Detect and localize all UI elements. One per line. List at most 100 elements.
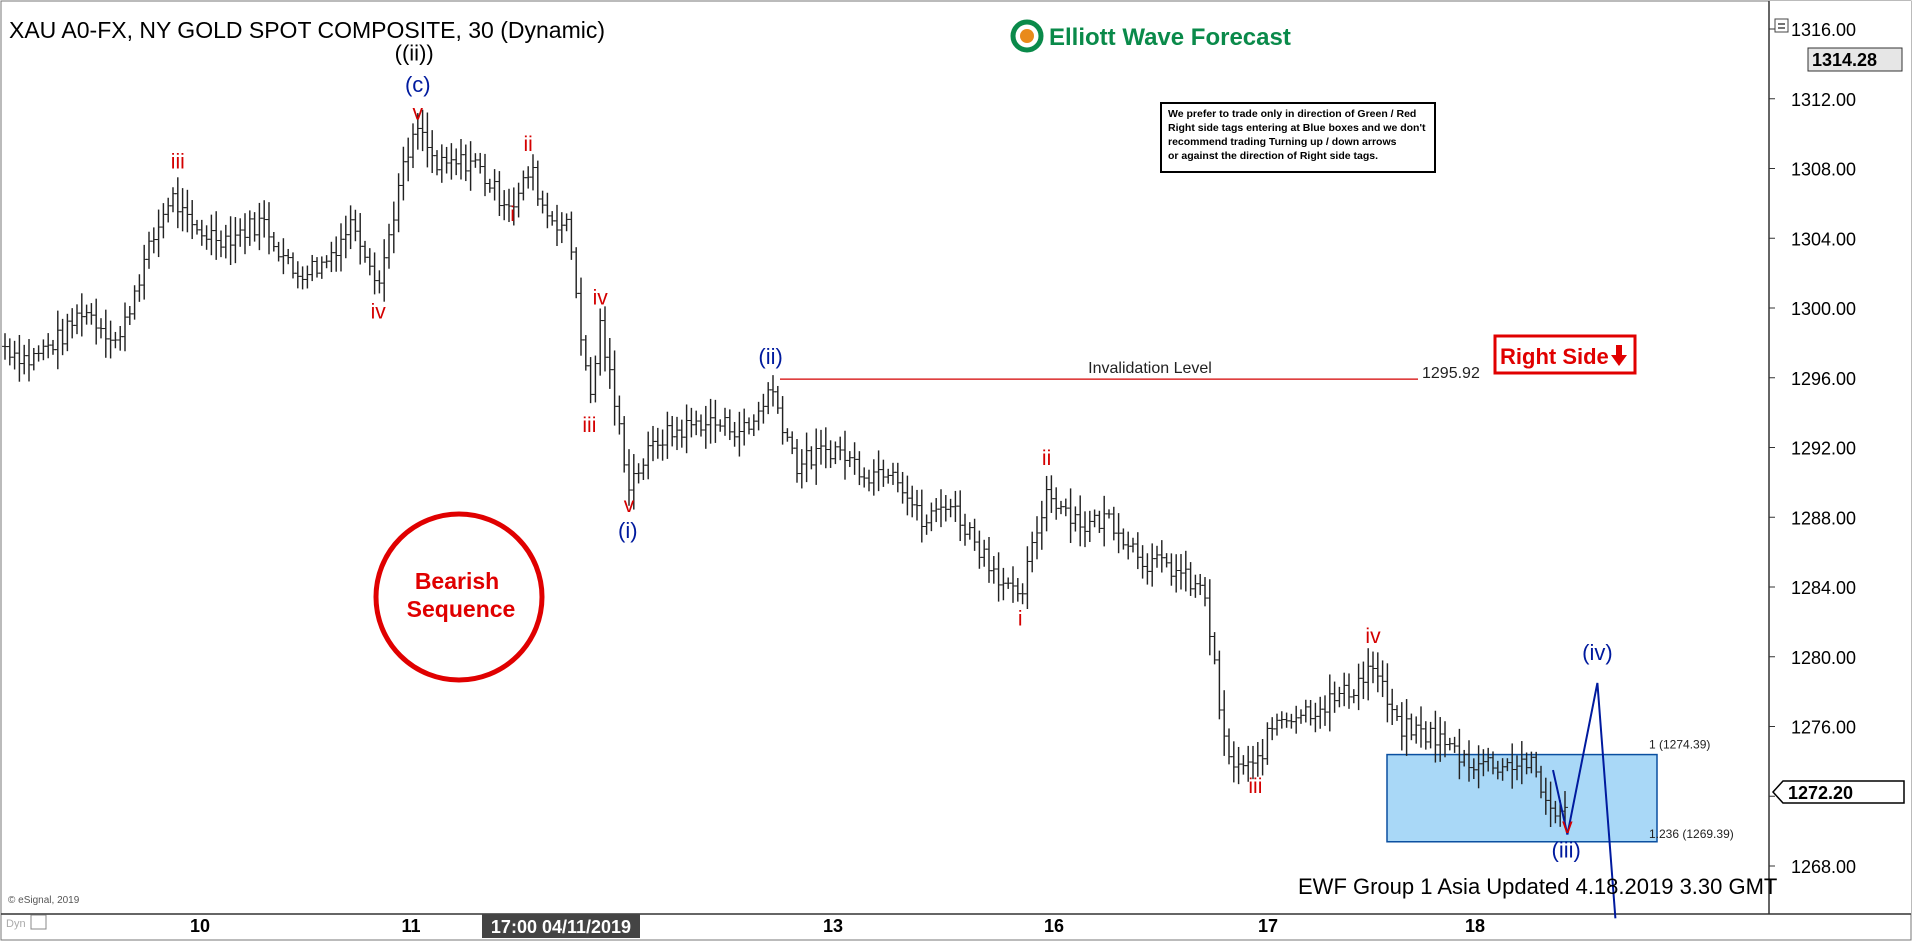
ohlc-bar	[1274, 713, 1281, 736]
price-bars	[2, 109, 1569, 828]
wave-label: (ii)	[758, 344, 782, 369]
ohlc-bar	[1427, 721, 1434, 749]
ohlc-bar	[1422, 721, 1429, 750]
ohlc-bar	[1197, 573, 1204, 596]
ohlc-bar	[342, 215, 349, 259]
wave-label: iii	[171, 151, 185, 174]
ohlc-bar	[597, 308, 604, 376]
ohlc-bar	[371, 252, 378, 295]
wave-label: ii	[524, 133, 533, 156]
price-tick-label: 1312.00	[1791, 90, 1856, 110]
price-tick-label: 1288.00	[1791, 508, 1856, 528]
ohlc-bar	[218, 230, 225, 258]
wave-labels: ((ii))(c)viiiiviiiiviiiv(i)(ii)iiiiiiivv…	[171, 40, 1613, 862]
ohlc-bar	[1048, 475, 1055, 513]
ohlc-bar	[496, 171, 503, 217]
ohlc-bar	[784, 428, 791, 442]
panel-menu-icon[interactable]	[1774, 18, 1789, 33]
ohlc-bar	[640, 458, 647, 480]
ohlc-bar	[712, 399, 719, 443]
ohlc-bar	[899, 471, 906, 504]
ohlc-bar	[765, 382, 772, 415]
ohlc-bar	[1394, 705, 1401, 721]
ohlc-bar	[232, 217, 239, 264]
ohlc-bar	[1077, 495, 1084, 547]
ohlc-bar	[467, 141, 474, 191]
ohlc-bar	[242, 213, 249, 255]
ohlc-bar	[122, 302, 129, 352]
ohlc-bar	[174, 177, 181, 229]
ohlc-bar	[213, 211, 220, 260]
ohlc-bar	[290, 252, 297, 279]
bearish-line-1: Bearish	[415, 568, 499, 594]
ohlc-bar	[285, 248, 292, 265]
ohlc-bar	[582, 335, 589, 371]
ohlc-bar	[314, 257, 321, 278]
ohlc-bar	[1192, 574, 1199, 598]
ohlc-bar	[486, 178, 493, 193]
brand-logo-icon	[1010, 19, 1044, 53]
ohlc-bar	[962, 513, 969, 546]
ohlc-bar	[54, 310, 61, 370]
ohlc-bar	[1120, 528, 1127, 550]
ohlc-bar	[1370, 651, 1377, 684]
ohlc-bar	[856, 451, 863, 486]
wave-label: (i)	[618, 518, 638, 543]
ohlc-bar	[1418, 706, 1425, 748]
wave-label: (iii)	[1552, 837, 1581, 862]
ohlc-bar	[1173, 554, 1180, 593]
wave-label: v	[1562, 815, 1573, 838]
date-label-18: 18	[1465, 916, 1485, 936]
ohlc-bar	[880, 459, 887, 487]
ohlc-bar	[722, 407, 729, 436]
ohlc-bar	[995, 552, 1002, 602]
ohlc-bar	[1442, 721, 1449, 758]
ohlc-bar	[957, 490, 964, 542]
ohlc-bar	[150, 227, 157, 254]
ohlc-bar	[558, 212, 565, 244]
ohlc-bar	[698, 414, 705, 437]
ohlc-bar	[458, 138, 465, 180]
ohlc-bar	[1082, 511, 1089, 548]
ohlc-bar	[26, 339, 33, 382]
current-price-box	[1771, 780, 1905, 804]
ohlc-bar	[621, 416, 628, 473]
ohlc-bar	[1302, 699, 1309, 723]
ohlc-bar	[645, 431, 652, 480]
ohlc-bar	[650, 425, 657, 462]
note-line-2: Right side tags entering at Blue boxes a…	[1168, 122, 1426, 134]
ohlc-bar	[424, 112, 431, 168]
wave-label: (iv)	[1582, 640, 1613, 665]
ohlc-bar	[1216, 650, 1223, 720]
ohlc-bar	[971, 518, 978, 551]
ohlc-bar	[453, 148, 460, 176]
ohlc-bar	[194, 219, 201, 235]
ohlc-bar	[1259, 739, 1266, 776]
ohlc-bar	[78, 293, 85, 337]
ohlc-bar	[203, 225, 210, 250]
ohlc-bar	[45, 333, 52, 359]
ohlc-bar	[472, 153, 479, 168]
ohlc-bar	[986, 537, 993, 583]
dyn-button[interactable]	[30, 914, 47, 930]
wave-label: i	[510, 203, 515, 226]
right-side-tag-label: Right Side	[1500, 344, 1609, 369]
ohlc-bar	[755, 401, 762, 431]
copyright-label: © eSignal, 2019	[8, 895, 80, 906]
ohlc-bar	[328, 241, 335, 273]
ohlc-bar	[688, 407, 695, 438]
bearish-line-2: Sequence	[407, 596, 516, 622]
ohlc-bar	[678, 419, 685, 448]
ohlc-bar	[770, 375, 777, 407]
wave-label: (c)	[405, 72, 431, 97]
ohlc-bar	[1331, 681, 1338, 713]
ohlc-bar	[1226, 728, 1233, 765]
ohlc-bar	[1254, 742, 1261, 777]
ohlc-bar	[544, 192, 551, 229]
price-tick-label: 1304.00	[1791, 229, 1856, 249]
ohlc-bar	[1187, 562, 1194, 596]
wave-label: i	[1018, 607, 1023, 630]
time-cursor-box	[482, 914, 640, 938]
ohlc-bar	[1235, 746, 1242, 785]
